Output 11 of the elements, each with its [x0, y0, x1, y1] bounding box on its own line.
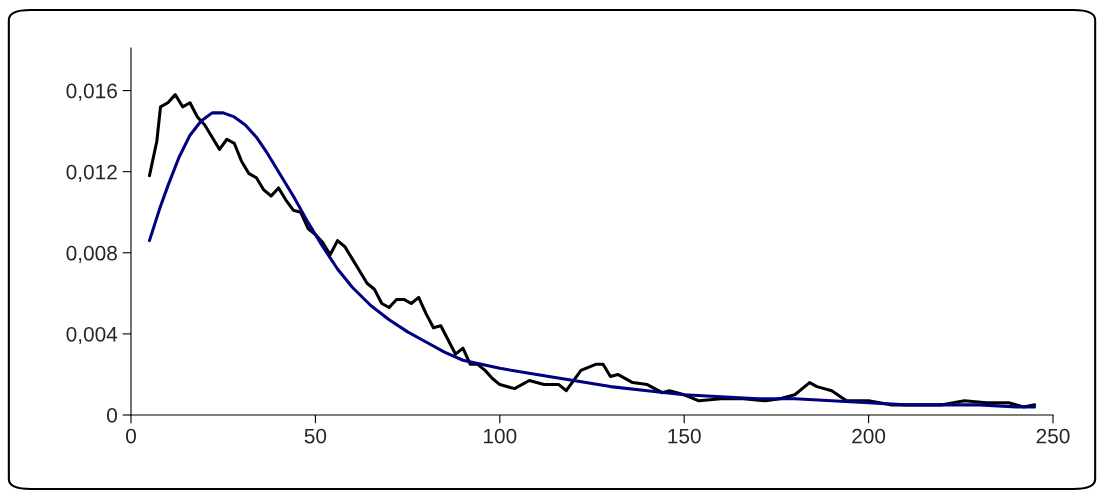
x-tick-label: 200 [852, 428, 886, 444]
x-tick-label: 100 [484, 428, 517, 444]
y-tick-label: 0,008 [66, 245, 117, 263]
x-tick-label: 150 [668, 428, 701, 444]
y-tick-label: 0 [107, 408, 117, 423]
y-tick-label: 0,004 [66, 326, 118, 345]
x-tick-label: 50 [304, 428, 327, 444]
y-tick-label: 0,012 [66, 164, 117, 182]
x-tick-label: 250 [1036, 428, 1070, 444]
y-tick-label: 0,016 [66, 83, 117, 101]
x-tick-label: 0 [126, 428, 136, 444]
